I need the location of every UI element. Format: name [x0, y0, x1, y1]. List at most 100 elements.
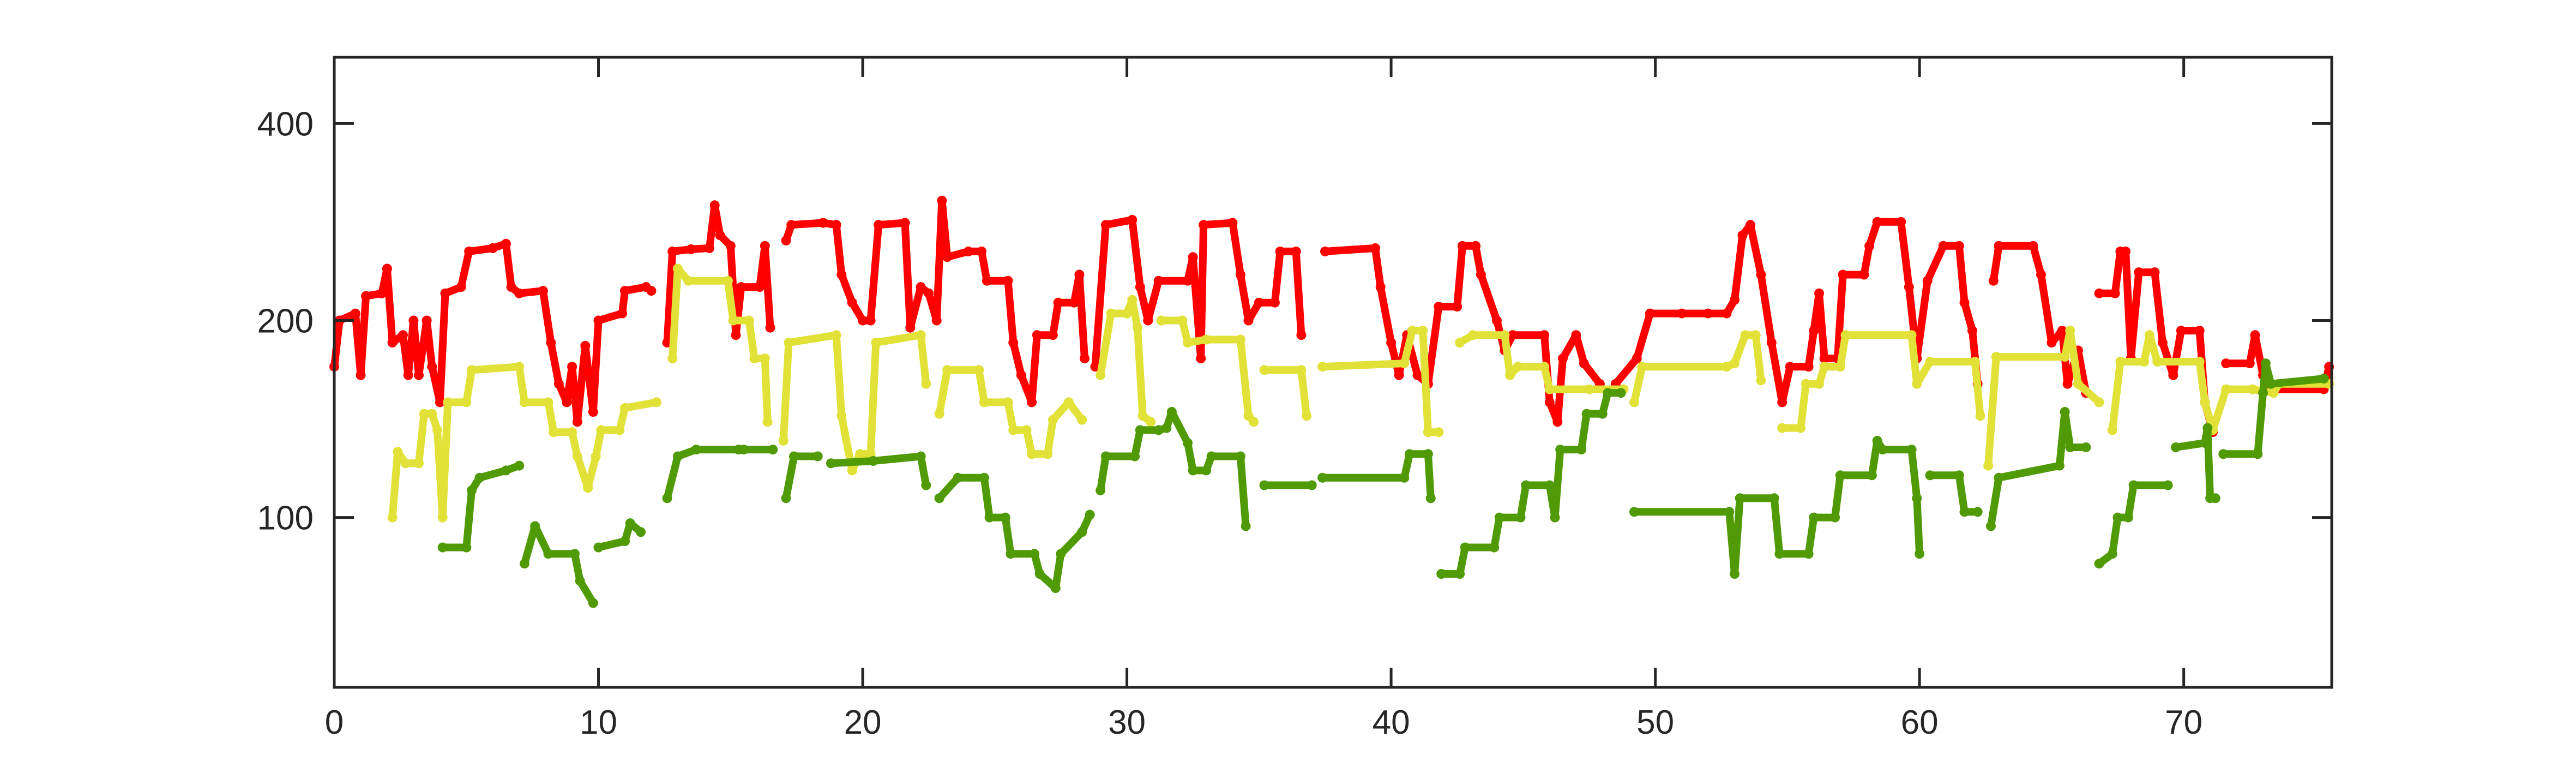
x-tick-label: 50	[1636, 704, 1674, 741]
data-point	[1722, 308, 1732, 319]
data-point	[1912, 493, 1922, 504]
x-tick-label: 40	[1373, 704, 1410, 741]
data-point	[591, 451, 601, 462]
data-point	[1988, 275, 1999, 286]
data-point	[543, 549, 553, 559]
data-point	[686, 244, 696, 254]
data-point	[1188, 252, 1198, 262]
data-point	[725, 241, 736, 251]
data-point	[979, 472, 989, 483]
data-point	[1724, 507, 1735, 517]
data-point	[731, 330, 741, 340]
data-point	[924, 288, 934, 298]
data-point	[786, 220, 797, 230]
data-point	[1730, 569, 1740, 579]
data-point	[762, 417, 773, 427]
data-point	[553, 379, 564, 389]
data-point	[2168, 370, 2178, 380]
data-point	[942, 252, 953, 262]
data-point	[871, 338, 881, 348]
data-point	[1967, 326, 1977, 336]
data-point	[855, 449, 865, 459]
data-point	[818, 218, 828, 228]
series-segment	[1987, 408, 2090, 530]
data-point	[1254, 297, 1264, 308]
data-point	[1106, 308, 1116, 319]
data-point	[437, 542, 448, 553]
data-point	[1994, 241, 2004, 251]
data-point	[2202, 423, 2213, 433]
data-point	[916, 451, 926, 462]
data-point	[1127, 295, 1137, 305]
data-point	[1975, 411, 1985, 421]
data-point	[760, 241, 770, 251]
data-point	[865, 315, 876, 326]
data-point	[1455, 338, 1465, 348]
data-point	[1133, 322, 1142, 333]
data-point	[1777, 397, 1787, 408]
data-point	[1544, 397, 1555, 408]
data-point	[921, 379, 931, 389]
data-point	[672, 263, 683, 274]
data-point	[1906, 330, 1917, 340]
data-point	[847, 297, 857, 308]
data-point	[1579, 358, 1589, 369]
x-tick-label: 10	[580, 704, 617, 741]
data-point	[620, 536, 630, 546]
data-point	[1080, 353, 1090, 364]
data-point	[1399, 358, 1410, 369]
data-point	[1819, 353, 1829, 364]
data-point	[1925, 357, 1935, 367]
data-point	[1872, 217, 1882, 227]
data-point	[620, 286, 630, 296]
data-point	[905, 322, 916, 333]
data-point	[467, 485, 477, 495]
data-point	[977, 246, 987, 256]
data-point	[1994, 472, 2004, 483]
data-point	[2047, 338, 2057, 348]
data-point	[1737, 230, 1748, 241]
data-point	[1521, 480, 1531, 490]
data-point	[414, 370, 424, 380]
data-point	[736, 282, 747, 292]
data-point	[1296, 365, 1307, 375]
data-point	[2221, 384, 2231, 394]
data-point	[1156, 315, 1166, 326]
data-point	[2244, 358, 2255, 369]
data-point	[1785, 362, 1795, 372]
data-point	[2028, 241, 2038, 251]
data-point	[580, 340, 591, 351]
data-point	[2247, 384, 2258, 394]
data-point	[1730, 358, 1740, 369]
data-point	[1491, 315, 1502, 326]
data-point	[1016, 370, 1026, 380]
data-point	[2319, 374, 2329, 384]
data-point	[617, 308, 628, 319]
data-point	[1317, 362, 1328, 372]
data-point	[567, 362, 577, 372]
data-point	[1859, 269, 1869, 280]
data-point	[487, 243, 498, 253]
data-point	[1809, 512, 1819, 523]
data-point	[1819, 362, 1829, 372]
data-point	[749, 353, 760, 364]
data-point	[1269, 297, 1280, 308]
data-point	[1476, 269, 1486, 280]
data-point	[387, 512, 398, 523]
data-point	[2107, 425, 2117, 435]
data-point	[519, 559, 529, 569]
data-point	[2110, 288, 2120, 298]
data-point	[2163, 480, 2173, 490]
series-segment	[782, 196, 1088, 406]
data-point	[667, 353, 678, 364]
data-point	[2200, 397, 2210, 408]
data-point	[588, 407, 598, 417]
data-point	[1972, 507, 1983, 517]
data-point	[1756, 269, 1766, 280]
data-point	[900, 218, 910, 228]
data-point	[1241, 521, 1251, 531]
data-point	[1056, 549, 1066, 559]
data-point	[1489, 542, 1500, 553]
series-1	[329, 195, 2334, 438]
data-point	[1544, 480, 1555, 490]
